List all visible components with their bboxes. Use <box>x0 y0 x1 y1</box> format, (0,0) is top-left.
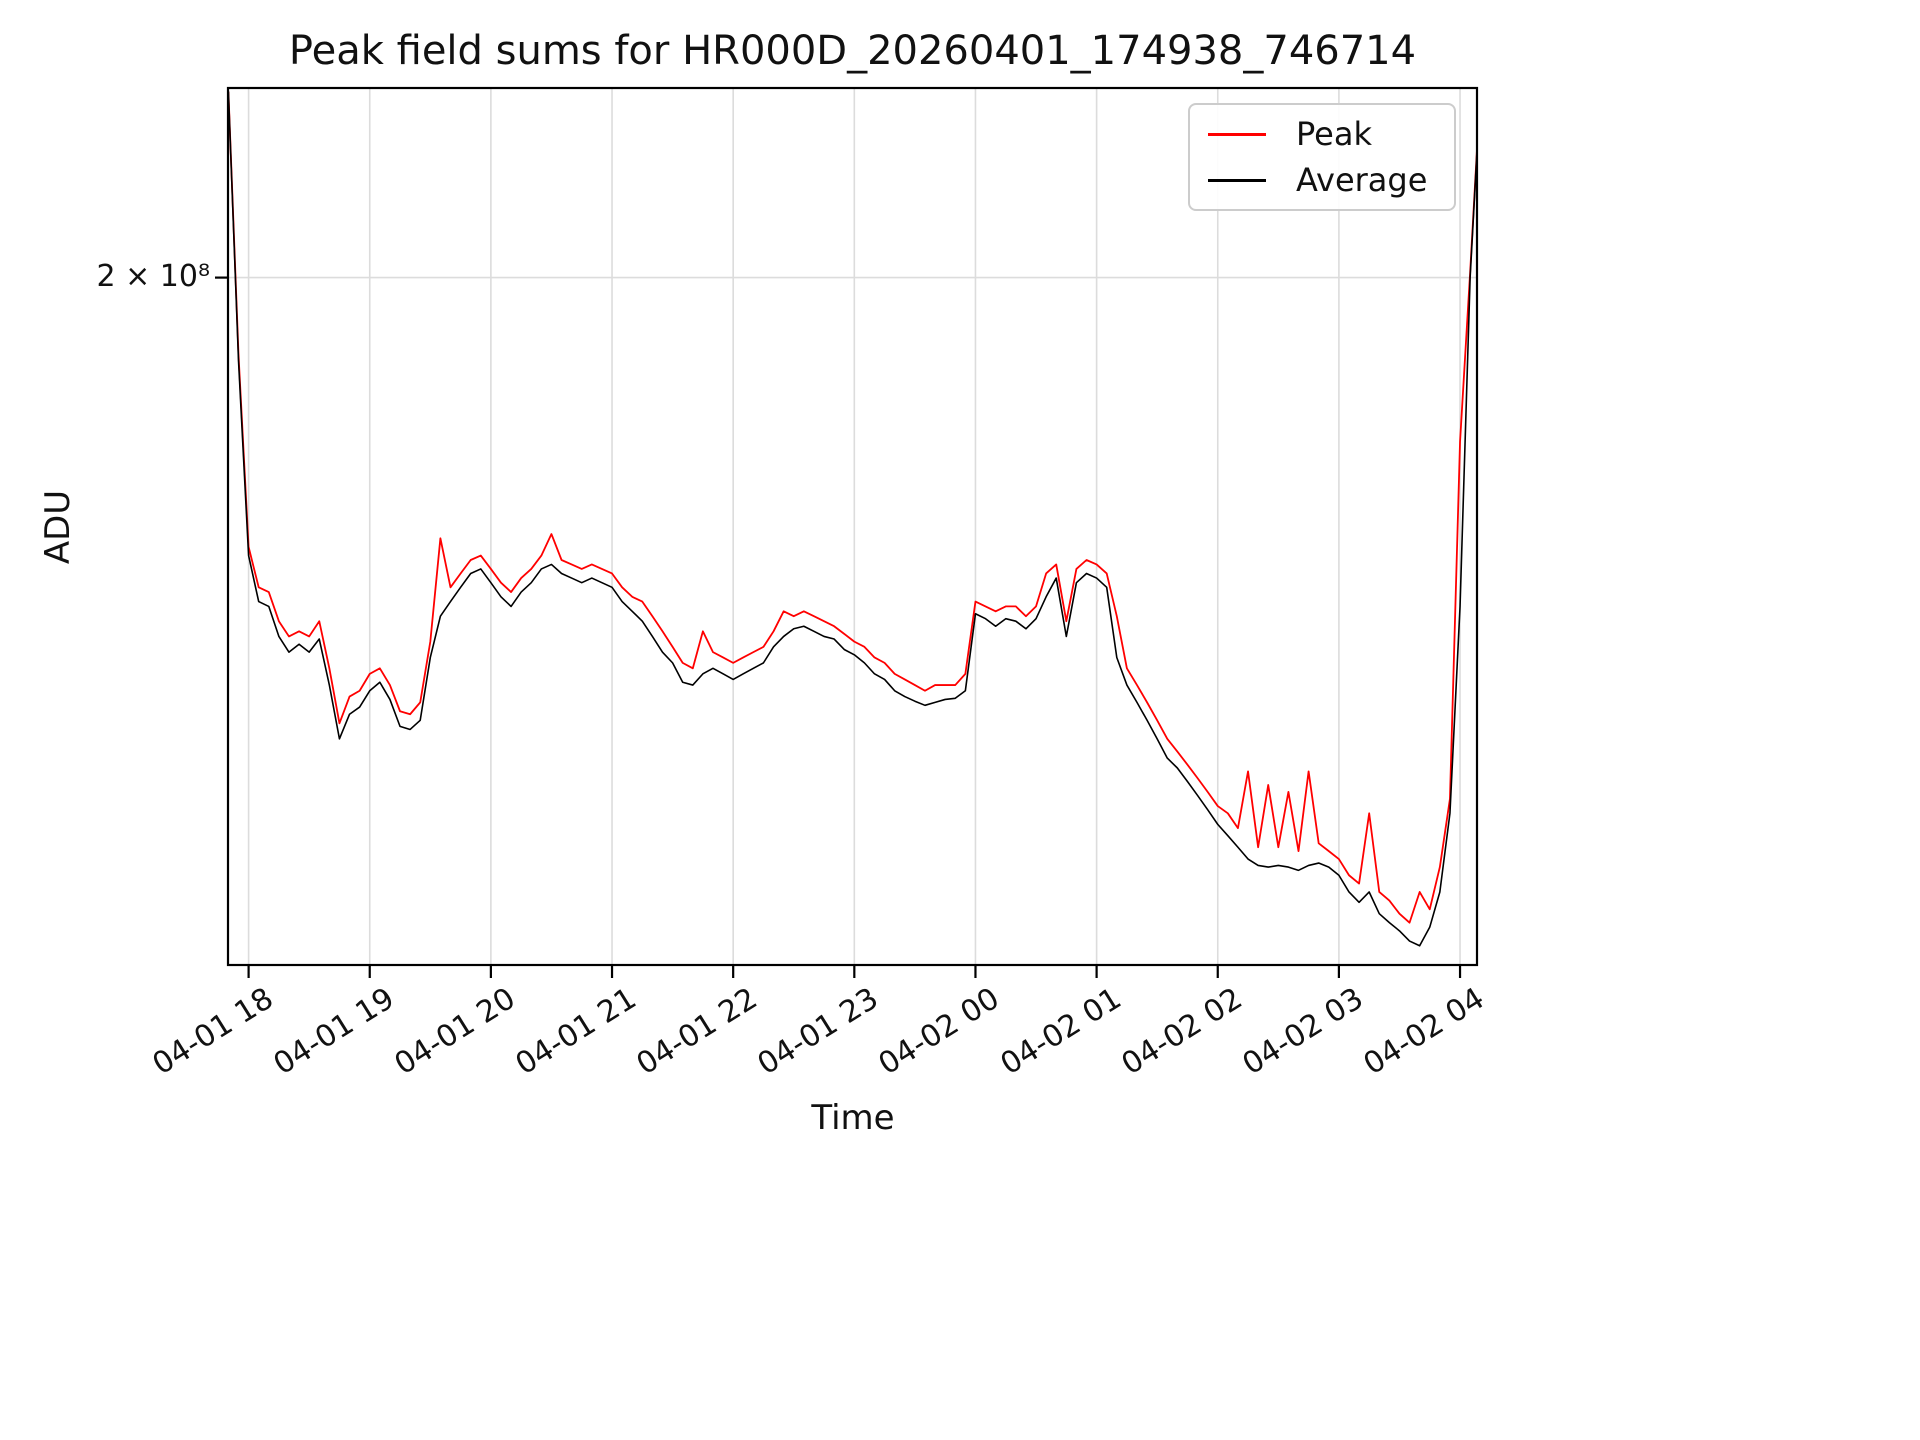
legend-label-peak: Peak <box>1296 115 1372 153</box>
chart-title: Peak field sums for HR000D_20260401_1749… <box>288 28 1417 74</box>
y-axis-label: ADU <box>38 489 78 565</box>
x-axis-label: Time <box>811 1098 895 1138</box>
peak-line <box>228 91 1477 924</box>
average-line-swatch <box>1208 178 1266 182</box>
peak-line-swatch <box>1208 132 1266 136</box>
legend-label-average: Average <box>1296 161 1428 199</box>
legend-entry-peak: Peak <box>1208 115 1454 153</box>
tick-marks <box>215 276 1462 978</box>
series-lines <box>228 91 1477 947</box>
legend-entry-average: Average <box>1208 161 1454 199</box>
average-line <box>228 91 1477 947</box>
legend: Peak Average <box>1188 103 1456 211</box>
y-tick-label: 2 × 10⁸ <box>96 259 211 294</box>
axes-spines <box>226 86 1479 967</box>
gridlines <box>228 88 1477 965</box>
